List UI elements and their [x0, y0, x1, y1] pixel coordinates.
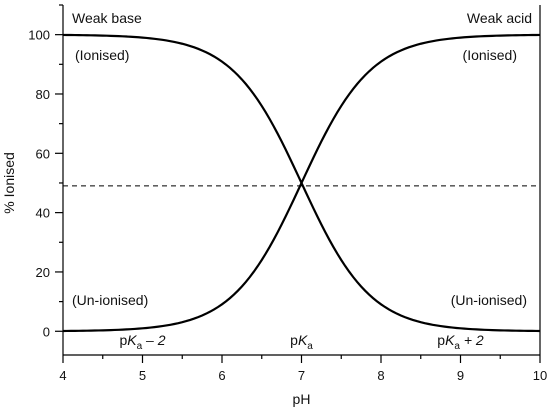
unionised-right-label: (Un-ionised): [451, 292, 527, 308]
x-tick-label: 7: [298, 368, 305, 383]
weak-base-label: Weak base: [72, 10, 142, 26]
x-tick-label: 8: [377, 368, 384, 383]
y-tick-label: 20: [36, 265, 50, 280]
ionised-left-label: (Ionised): [75, 47, 129, 63]
pka-label: pKa + 2: [437, 332, 484, 352]
x-tick-label: 6: [218, 368, 225, 383]
x-tick-label: 5: [139, 368, 146, 383]
y-tick-label: 40: [36, 206, 50, 221]
unionised-left-label: (Un-ionised): [72, 292, 148, 308]
weak-acid-curve: [62, 33, 541, 333]
weak-acid-label: Weak acid: [467, 10, 532, 26]
y-tick-label: 0: [43, 324, 50, 339]
pka-labels: pKa – 2 pKa pKa + 2: [119, 332, 483, 352]
ionised-right-label: (Ionised): [463, 47, 517, 63]
y-tick-label: 80: [36, 87, 50, 102]
pka-label: pKa – 2: [119, 332, 165, 352]
x-tick-label: 9: [457, 368, 464, 383]
x-tick-label: 10: [533, 368, 547, 383]
annotations: Weak base Weak acid (Ionised) (Ionised) …: [72, 10, 532, 308]
x-tick-label: 4: [59, 368, 66, 383]
y-tick-label: 100: [28, 28, 50, 43]
x-axis-title: pH: [293, 391, 311, 407]
curves: [62, 33, 541, 333]
y-tick-label: 60: [36, 146, 50, 161]
pka-label: pKa: [290, 332, 313, 352]
y-axis-title: % Ionised: [1, 152, 17, 213]
